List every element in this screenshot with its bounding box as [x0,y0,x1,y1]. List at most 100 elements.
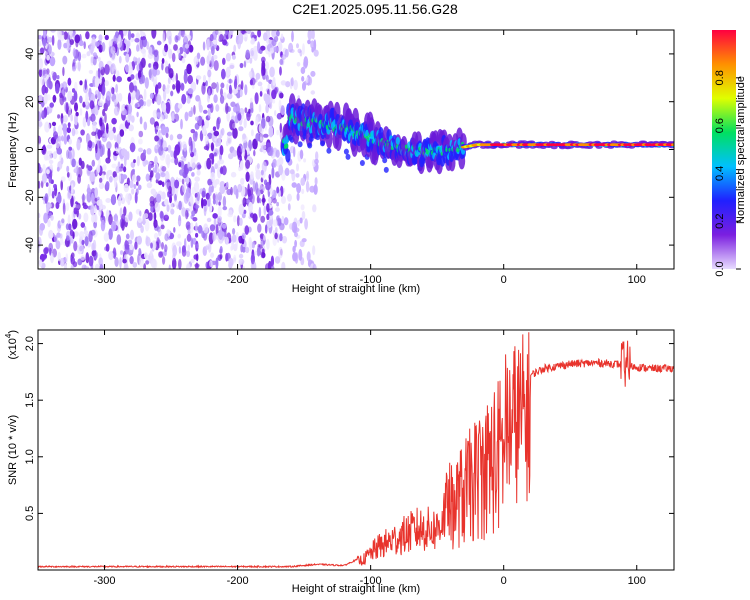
spectrogram-noise-blob [242,133,247,140]
spectrogram-noise-blob [179,169,185,176]
spectrogram-noise-blob [245,58,250,64]
spectrogram-noise-blob [130,115,135,123]
spectrogram-noise-blob [268,125,274,138]
snr-x-tick-label: 100 [628,575,646,587]
spectrogram-noise-blob [301,238,307,243]
spectrogram-noise-blob [281,196,286,204]
spectrogram-noise-blob [281,261,286,269]
spectrogram-noise-blob [212,231,216,242]
spectrogram-noise-blob [134,192,138,204]
spectrogram-noise-blob [233,254,237,264]
spectrogram-noise-blob [250,171,254,180]
spectrogram-noise-blob [202,41,206,51]
spectrogram-noise-blob [164,198,169,206]
spectrogram-noise-blob [128,124,134,132]
spectrogram-noise-blob [90,113,96,123]
spectrogram-noise-blob [124,214,130,223]
spectrogram-noise-blob [78,157,82,166]
spectrogram-noise-blob [108,40,113,48]
spectrogram-noise-blob [255,72,261,80]
spectrogram-noise-blob [310,90,316,95]
spectrogram-noise-blob [194,131,198,138]
spectrogram-noise-blob [154,163,158,173]
spectrogram-noise-blob [46,144,53,149]
spectrogram-noise-blob [191,172,195,177]
spectrogram-noise-blob [243,209,247,214]
spectrogram-noise-blob [145,235,149,245]
spectrogram-noise-blob [250,31,255,40]
spectrogram-noise-blob [181,207,187,217]
spectrogram-noise-blob [311,30,315,40]
spectrogram-noise-blob [229,78,232,84]
spectrogram-noise-blob [236,215,240,227]
spectrogram-noise-blob [112,74,116,82]
spectrogram-noise-blob [68,107,72,118]
spectrogram-noise-blob [148,163,152,173]
spectrogram-noise-blob [200,56,206,66]
spectrogram-trace-blob [285,143,289,149]
spectrogram-noise-blob [48,36,53,43]
spectrogram-noise-blob [118,55,122,64]
spectrogram-noise-blob [51,35,55,46]
snr-scale-factor: (x104) [4,330,19,360]
spectrogram-noise-blob [253,50,258,61]
spectrogram-noise-blob [121,148,127,157]
spectrogram-noise-blob [261,197,266,203]
spectrogram-noise-blob [110,46,116,55]
spectrogram-trace-blob [383,166,389,173]
spectrogram-noise-blob [105,198,111,203]
spectrogram-noise-blob [94,263,100,269]
spectrogram-noise-blob [299,217,303,224]
spectrogram-noise-blob [314,158,319,165]
spectrogram-noise-blob [74,34,81,44]
spectrogram-noise-blob [65,102,69,115]
spectrogram-noise-blob [79,231,85,240]
spectrogram-noise-blob [256,246,261,257]
spectrogram-noise-blob [243,33,248,42]
spectrogram-noise-blob [196,52,201,60]
spectrogram-noise-blob [181,94,187,105]
spectrogram-noise-blob [117,36,123,48]
spectrogram-noise-blob [212,193,216,201]
spectrogram-noise-blob [168,264,171,269]
spectrogram-noise-blob [206,38,210,51]
spectrogram-noise-blob [233,243,238,252]
spectrogram-noise-blob [166,179,171,190]
spectrogram-noise-blob [261,60,266,71]
spectrogram-noise-blob [127,198,131,206]
spectrogram-noise-blob [192,237,197,245]
spectrogram-noise-blob [151,74,155,82]
spectrogram-noise-blob [42,163,46,174]
spectrogram-trace-blob [359,160,365,166]
spectrogram-y-tick-label: -20 [24,189,36,205]
snr-x-tick-label: -100 [360,575,382,587]
spectrogram-noise-blob [266,238,270,250]
spectrogram-trace-core [671,143,674,147]
spectrogram-noise-blob [72,218,78,230]
spectrogram-noise-blob [174,179,180,189]
spectrogram-noise-blob [94,104,99,116]
spectrogram-noise-blob [204,245,209,251]
spectrogram-noise-blob [46,169,50,175]
spectrogram-noise-blob [138,130,144,138]
spectrogram-noise-blob [302,81,306,91]
spectrogram-noise-blob [203,109,208,114]
spectrogram-noise-blob [314,177,318,186]
spectrogram-noise-blob [97,68,101,80]
spectrogram-noise-blob [81,53,87,59]
spectrogram-x-axis-label: Height of straight line (km) [292,283,420,295]
spectrogram-noise-blob [41,67,48,79]
spectrogram-noise-blob [263,133,269,138]
spectrogram-noise-blob [66,39,70,48]
spectrogram-noise-blob [293,146,296,158]
spectrogram-noise-blob [96,164,101,174]
spectrogram-noise-blob [105,181,110,189]
snr-y-ticks: 0.5 1.0 1.5 2.0 [24,336,674,521]
spectrogram-noise-blob [204,119,210,129]
colorbar-tick-label: 0.0 [714,261,726,276]
spectrogram-noise-blob [190,129,196,134]
spectrogram-noise-blob [101,42,106,52]
spectrogram-noise-blob [45,182,49,187]
spectrogram-noise-blob [38,68,43,78]
